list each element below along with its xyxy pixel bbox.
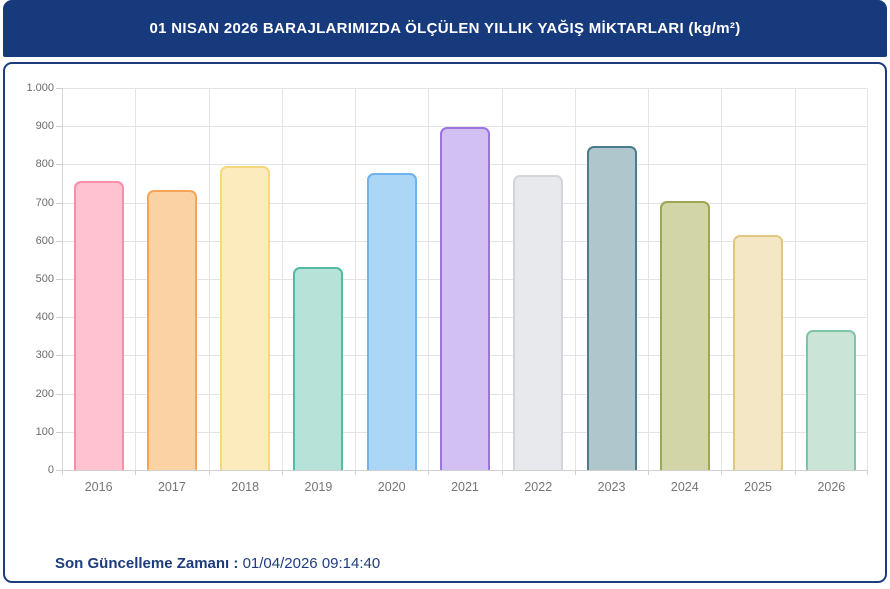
x-tick-mark-8 (648, 470, 649, 475)
x-label-2021: 2021 (451, 480, 479, 494)
x-label-2019: 2019 (304, 480, 333, 494)
bar-2021[interactable] (440, 127, 490, 470)
y-tick-mark-800 (56, 164, 62, 165)
x-label-2018: 2018 (231, 480, 260, 494)
gridline-v-9 (721, 88, 722, 470)
gridline-h-900 (62, 126, 868, 127)
bar-2017[interactable] (147, 190, 197, 470)
y-tick-label-700: 700 (35, 197, 54, 209)
y-tick-mark-200 (56, 394, 62, 395)
y-tick-mark-300 (56, 355, 62, 356)
y-tick-mark-0 (56, 470, 62, 471)
y-tick-label-1000: 1.000 (26, 82, 54, 94)
gridline-v-8 (648, 88, 649, 470)
last-update-value: 01/04/2026 09:14:40 (242, 555, 381, 572)
x-label-2020: 2020 (377, 480, 406, 494)
y-tick-label-500: 500 (35, 273, 54, 285)
x-tick-mark-6 (502, 470, 503, 475)
y-tick-mark-600 (56, 241, 62, 242)
x-label-2017: 2017 (157, 480, 186, 494)
gridline-v-7 (575, 88, 576, 470)
bar-chart-plot-area (62, 88, 868, 471)
bar-2020[interactable] (367, 173, 417, 470)
bar-2026[interactable] (806, 330, 856, 470)
bar-2019[interactable] (293, 267, 343, 470)
gridline-v-11 (867, 88, 868, 470)
x-tick-mark-5 (428, 470, 429, 475)
y-axis-line (62, 88, 63, 470)
y-tick-mark-700 (56, 203, 62, 204)
x-label-2022: 2022 (524, 480, 553, 494)
y-tick-mark-900 (56, 126, 62, 127)
y-tick-mark-1000 (56, 88, 62, 89)
x-tick-mark-9 (721, 470, 722, 475)
bar-2025[interactable] (733, 235, 783, 470)
gridline-h-0 (62, 470, 868, 471)
x-tick-mark-10 (795, 470, 796, 475)
gridline-v-1 (135, 88, 136, 470)
y-tick-mark-400 (56, 317, 62, 318)
x-tick-mark-11 (867, 470, 868, 475)
y-tick-label-100: 100 (35, 426, 54, 438)
y-tick-label-900: 900 (35, 120, 54, 132)
x-tick-mark-0 (62, 470, 63, 475)
gridline-v-10 (795, 88, 796, 470)
x-tick-mark-3 (282, 470, 283, 475)
x-label-2016: 2016 (84, 480, 113, 494)
bar-2018[interactable] (220, 166, 270, 470)
last-update-separator: : (229, 555, 243, 572)
last-update-label: Son Güncelleme Zamanı (55, 555, 230, 572)
y-tick-label-300: 300 (35, 349, 54, 361)
y-tick-label-600: 600 (35, 235, 54, 247)
y-tick-label-0: 0 (47, 464, 54, 476)
y-tick-mark-500 (56, 279, 62, 280)
last-update-text: Son Güncelleme Zamanı : 01/04/2026 09:14… (30, 538, 380, 589)
chart-title-bar: 01 NISAN 2026 BARAJLARIMIZDA ÖLÇÜLEN YIL… (3, 0, 887, 57)
bar-2016[interactable] (74, 181, 124, 470)
gridline-v-6 (502, 88, 503, 470)
gridline-v-2 (209, 88, 210, 470)
gridline-v-4 (355, 88, 356, 470)
x-tick-mark-2 (209, 470, 210, 475)
x-tick-mark-4 (355, 470, 356, 475)
gridline-v-5 (428, 88, 429, 470)
bar-2024[interactable] (660, 201, 710, 470)
bar-2022[interactable] (513, 175, 563, 470)
x-label-2023: 2023 (597, 480, 626, 494)
y-tick-label-800: 800 (35, 158, 54, 170)
y-tick-label-400: 400 (35, 311, 54, 323)
x-label-2025: 2025 (744, 480, 772, 494)
gridline-v-3 (282, 88, 283, 470)
gridline-h-1000 (62, 88, 868, 89)
y-tick-label-200: 200 (35, 388, 54, 400)
y-tick-mark-100 (56, 432, 62, 433)
x-tick-mark-1 (135, 470, 136, 475)
chart-title: 01 NISAN 2026 BARAJLARIMIZDA ÖLÇÜLEN YIL… (149, 20, 741, 37)
x-tick-mark-7 (575, 470, 576, 475)
bar-2023[interactable] (587, 146, 637, 470)
x-label-2024: 2024 (670, 480, 699, 494)
x-label-2026: 2026 (817, 480, 846, 494)
